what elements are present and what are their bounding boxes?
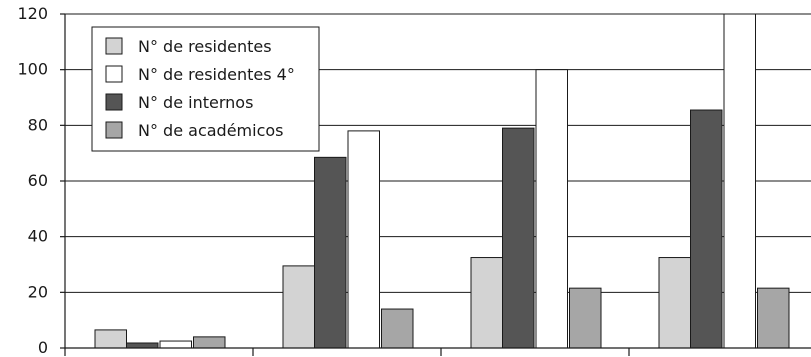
legend-label-0: N° de residentes [138,37,272,56]
legend: N° de residentes N° de residentes 4° N° de… [91,26,320,152]
bar-2-2 [535,69,568,349]
axes [60,13,811,356]
y-axis-tick-labels: 0 20 40 60 80 100 120 [17,4,48,357]
bar-1-1 [314,156,347,349]
y-tick-label-120: 120 [17,4,48,23]
bar-3-2 [723,13,756,349]
y-tick-label-80: 80 [28,115,48,134]
bars-group [94,13,790,349]
bar-3-3 [757,287,790,349]
legend-swatch-0 [105,37,123,55]
bar-2-0 [470,257,503,349]
legend-label-1: N° de residentes 4° [138,65,295,84]
legend-label-3: N° de académicos [138,121,284,140]
y-tick-label-40: 40 [28,227,48,246]
bar-1-2 [347,130,380,349]
bar-3-1 [690,109,723,349]
bar-0-2 [159,340,192,349]
legend-swatch-1 [105,65,123,83]
legend-label-2: N° de internos [138,93,253,112]
legend-box [91,26,320,152]
legend-swatch-3 [105,121,123,139]
y-tick-label-20: 20 [28,282,48,301]
bar-1-3 [381,308,414,349]
legend-swatch-2 [105,93,123,111]
bar-0-3 [193,336,226,349]
bar-2-3 [569,287,602,349]
y-tick-label-60: 60 [28,171,48,190]
bar-2-1 [502,127,535,349]
y-tick-label-0: 0 [38,338,48,357]
bar-1-0 [282,265,315,349]
y-tick-label-100: 100 [17,60,48,79]
bar-3-0 [658,257,691,349]
bar-0-0 [94,329,127,349]
bar-0-1 [126,342,159,349]
